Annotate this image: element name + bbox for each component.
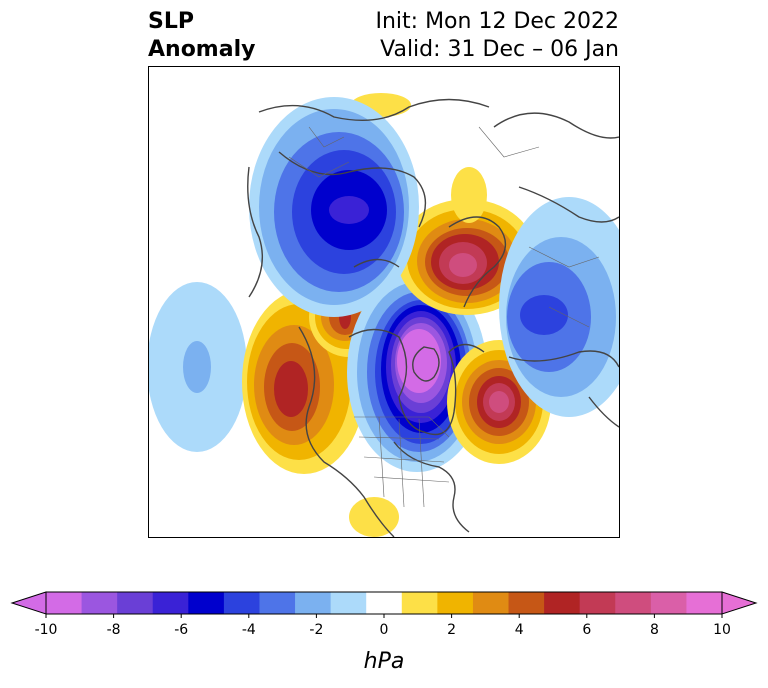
colorbar-segment [472, 592, 510, 614]
colorbar-segment [46, 592, 83, 614]
init-date: Init: Mon 12 Dec 2022 [375, 9, 620, 34]
colorbar-unit-label: hPa [364, 649, 405, 674]
slp-anomaly-map [148, 66, 620, 538]
political-borders [288, 126, 600, 508]
colorbar-tick-label: -2 [309, 622, 323, 638]
title-anomaly: Anomaly [148, 37, 256, 62]
colorbar-tick-label: 2 [447, 622, 456, 638]
high-north-atlantic [447, 340, 551, 464]
colorbar-segment [650, 592, 687, 614]
colorbar-segment [544, 592, 581, 614]
colorbar-tick-label: 0 [380, 622, 389, 638]
colorbar-svg: -10 -8 -6 -4 -2 0 2 4 6 8 10 hPa [10, 591, 758, 674]
colorbar-segment [259, 592, 296, 614]
colorbar-tick-label: 4 [515, 622, 524, 638]
low-east-asia [499, 197, 619, 417]
high-subtropical-atlantic [349, 497, 399, 537]
colorbar-tick-label: -4 [242, 622, 256, 638]
colorbar-segment [81, 592, 118, 614]
title-slp: SLP [148, 9, 194, 34]
colorbar-tick-label: -10 [35, 622, 58, 638]
map-svg [149, 93, 619, 537]
low-central-canada [347, 272, 487, 472]
chart-title-left: SLP Anomaly [148, 8, 255, 64]
colorbar-tick-label: -6 [174, 622, 188, 638]
colorbar-segment [508, 592, 545, 614]
colorbar-segment [152, 592, 189, 614]
low-scandinavia-europe [249, 97, 419, 317]
colorbar-segment [686, 592, 723, 614]
colorbar-extend-max [721, 591, 758, 615]
colorbar-segment [295, 592, 332, 614]
colorbar-segments [10, 591, 758, 615]
colorbar-tick-label: 10 [713, 622, 731, 638]
colorbar-ticks: -10 -8 -6 -4 -2 0 2 4 6 8 10 [35, 614, 731, 638]
colorbar-extend-min [10, 591, 47, 615]
colorbar-tick-label: -8 [107, 622, 121, 638]
colorbar-segment [366, 592, 403, 614]
colorbar: -10 -8 -6 -4 -2 0 2 4 6 8 10 hPa [0, 580, 768, 684]
colorbar-segment [223, 592, 260, 614]
colorbar-segment [188, 592, 225, 614]
low-central-pacific [149, 282, 247, 452]
colorbar-tick-label: 6 [582, 622, 591, 638]
colorbar-segment [117, 592, 154, 614]
colorbar-segment [579, 592, 616, 614]
colorbar-segment [615, 592, 652, 614]
chart-title-right: Init: Mon 12 Dec 2022 Valid: 31 Dec – 06… [376, 8, 620, 64]
valid-range: Valid: 31 Dec – 06 Jan [380, 37, 619, 62]
colorbar-segment [401, 592, 438, 614]
coastlines [247, 98, 619, 537]
colorbar-segment [437, 592, 474, 614]
colorbar-segment [330, 592, 367, 614]
colorbar-tick-label: 8 [650, 622, 659, 638]
